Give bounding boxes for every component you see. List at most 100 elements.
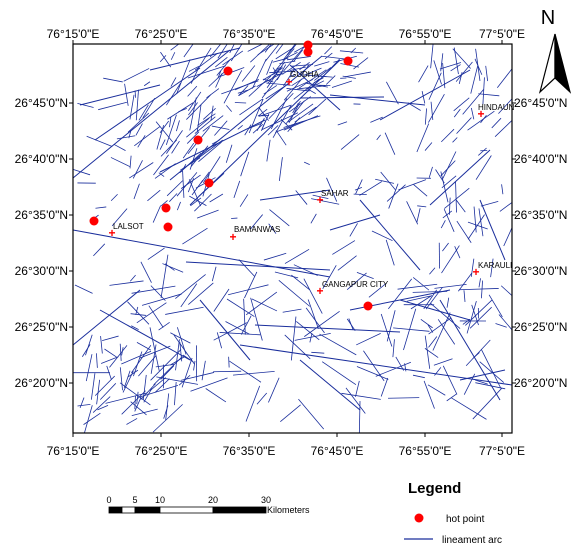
lineament-arc <box>263 78 274 83</box>
hot-point <box>163 222 173 232</box>
lineament-arc <box>322 265 337 290</box>
legend: Legend hot point lineament arc <box>404 480 502 546</box>
lineament-arc <box>170 44 180 51</box>
lineament-arc <box>479 199 506 261</box>
lineament-arc <box>193 360 196 371</box>
lineament-arc <box>261 112 299 130</box>
lineament-arc <box>428 166 433 178</box>
lineament-arc <box>159 55 167 63</box>
lineament-arc <box>245 385 261 422</box>
lineament-arc <box>480 349 502 389</box>
hot-point <box>343 56 353 66</box>
hot-points <box>89 40 373 311</box>
lineament-arc <box>467 214 485 240</box>
lineament-arc <box>226 298 255 317</box>
scale-segment <box>134 506 161 514</box>
lineament-arc <box>73 229 331 278</box>
lineament-arc <box>267 74 276 84</box>
lineament-arc <box>96 379 101 405</box>
lineament-arc <box>74 284 93 294</box>
scale-segment <box>212 506 267 514</box>
lineament-arc <box>459 369 506 381</box>
lineament-arc <box>258 107 269 121</box>
town-markers: + GUDHA + HINDAUN + SAHAR + LALSOT + BAM… <box>108 70 514 298</box>
north-label: N <box>541 7 555 29</box>
lineament-arc <box>479 361 505 383</box>
right-tick-label: 26°40'0"N <box>514 152 567 166</box>
lineament-arc <box>467 110 495 131</box>
lineament-arc <box>211 139 221 145</box>
lineament-arc <box>154 163 176 179</box>
lineament-arc <box>293 264 318 276</box>
lineament-arc <box>244 271 258 299</box>
lineament-arc <box>412 374 425 379</box>
lineament-arc <box>170 52 176 60</box>
lineament-arc <box>341 392 381 400</box>
lineament-arc <box>136 302 167 324</box>
lineament-arc <box>498 98 512 114</box>
lineament-arc <box>201 360 206 381</box>
lineament-arc <box>147 189 161 202</box>
lineament-arc <box>110 157 131 168</box>
lineament-arc <box>284 334 311 360</box>
lineament-arc <box>250 297 263 341</box>
lineament-arc <box>380 171 396 190</box>
lineament-arc <box>159 120 170 134</box>
lineament-arc <box>470 107 475 120</box>
lineament-arc <box>429 149 491 206</box>
lineament-arc <box>215 56 228 68</box>
lineament-arc <box>452 137 458 143</box>
hot-point <box>223 66 233 76</box>
lineament-arc <box>430 101 434 120</box>
lineament-arc <box>407 102 421 111</box>
scale-bar: 0 5 10 20 30 Kilometers <box>106 495 310 515</box>
lineament-arc <box>187 91 202 111</box>
lineament-arc <box>188 102 198 116</box>
lineament-arc <box>286 56 311 61</box>
lineament-arc <box>297 85 326 90</box>
lineament-arc <box>149 327 160 371</box>
lineament-arc <box>85 334 93 356</box>
lineament-arc <box>412 277 430 291</box>
lineament-arc <box>384 132 396 155</box>
lineament-arc <box>169 117 172 128</box>
lineament-arc <box>213 370 242 373</box>
lineament-arc <box>433 358 453 366</box>
lineament-arc <box>73 49 231 179</box>
lineament-arc <box>280 118 293 131</box>
north-arrow: N <box>538 7 571 94</box>
lineament-arc <box>291 76 306 87</box>
lineament-arc <box>190 68 199 84</box>
lineament-arc <box>263 252 287 261</box>
lineament-arc <box>329 214 381 231</box>
lineament-arc <box>155 363 175 368</box>
lineament-arc <box>247 44 264 52</box>
lineament-arc <box>359 181 383 196</box>
lineament-arc <box>342 75 356 79</box>
top-tick-label: 76°35'0"E <box>223 27 276 41</box>
lineament-arc <box>213 288 230 312</box>
lineament-arc <box>217 70 222 79</box>
legend-hot-point-icon <box>414 513 424 523</box>
lineament-arc <box>456 117 472 134</box>
lineament-arc <box>475 155 492 180</box>
lineament-arc <box>178 107 187 113</box>
town-sahar: + SAHAR <box>316 189 348 207</box>
town-marker-icon: + <box>316 284 323 298</box>
lineament-arc <box>331 80 353 88</box>
lineament-arc <box>150 349 182 381</box>
hot-point <box>363 301 373 311</box>
lineament-arc <box>155 121 174 143</box>
left-tick-label: 26°30'0"N <box>15 264 68 278</box>
lineament-arc <box>446 393 457 402</box>
lineament-arc <box>90 373 96 400</box>
town-marker-icon: + <box>477 107 484 121</box>
lineament-arc <box>478 93 500 97</box>
lineament-arc <box>356 271 374 279</box>
lineament-arc <box>363 350 385 382</box>
lineament-arc <box>440 171 449 203</box>
lineament-arc <box>209 193 224 203</box>
north-arrow-right-half <box>554 33 571 94</box>
bottom-tick-label: 76°55'0"E <box>399 444 452 458</box>
lineament-arc <box>289 64 341 111</box>
